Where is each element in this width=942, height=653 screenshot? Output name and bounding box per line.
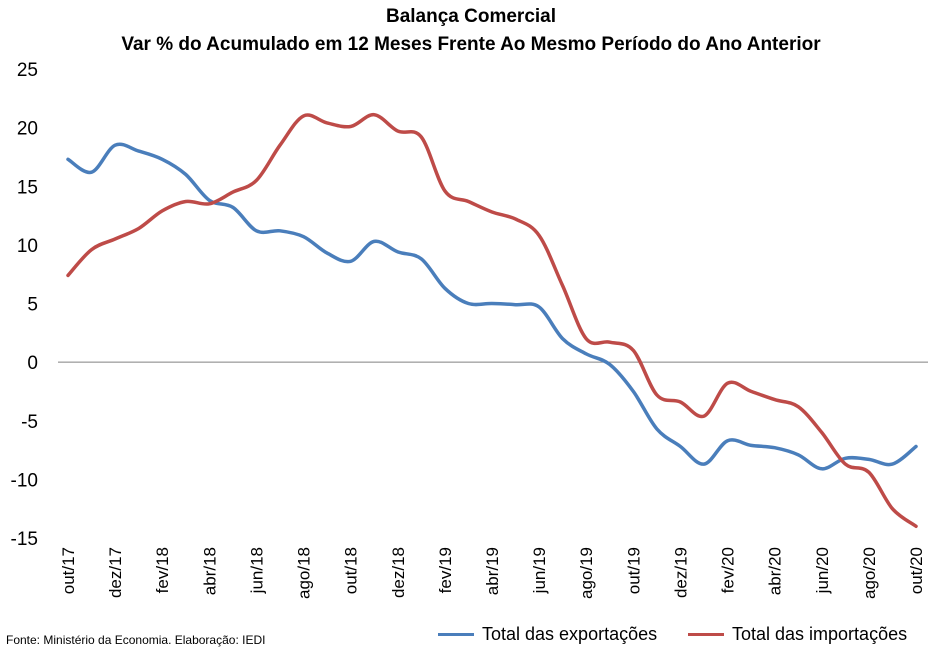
x-tick-label: ago/18: [295, 547, 314, 599]
legend-exports-swatch: [438, 633, 474, 636]
x-tick-label: jun/18: [247, 547, 266, 594]
y-tick-label: 0: [27, 353, 38, 374]
x-axis: out/17 dez/17 fev/18 abr/18 jun/18 ago/18 out/…: [59, 547, 926, 599]
x-tick-label: ago/19: [577, 547, 596, 599]
x-tick-label: fev/18: [153, 547, 172, 593]
x-tick-label: abr/20: [766, 547, 785, 595]
legend-exports-label: Total das exportações: [482, 624, 658, 644]
legend-imports-swatch: [688, 633, 724, 636]
series-line-imports: [66, 112, 918, 529]
x-tick-label: jun/20: [813, 547, 832, 594]
x-tick-label: out/18: [342, 547, 361, 594]
x-tick-label: dez/17: [106, 547, 125, 598]
y-tick-label: -15: [11, 529, 38, 550]
source-note: Fonte: Ministério da Economia. Elaboraçã…: [6, 633, 266, 647]
x-tick-label: jun/19: [530, 547, 549, 594]
x-tick-label: dez/18: [389, 547, 408, 598]
chart-subtitle: Var % do Acumulado em 12 Meses Frente Ao…: [121, 34, 821, 55]
legend-item-imports: Total das importações: [688, 624, 907, 645]
x-tick-label: out/17: [59, 547, 78, 594]
y-tick-label: -10: [11, 470, 38, 491]
x-tick-label: out/19: [624, 547, 643, 594]
y-tick-label: 10: [17, 236, 38, 257]
x-tick-label: dez/19: [671, 547, 690, 598]
x-tick-label: abr/19: [483, 547, 502, 595]
x-tick-label: abr/18: [200, 547, 219, 595]
y-tick-label: -5: [21, 412, 38, 433]
x-tick-label: out/20: [907, 547, 926, 594]
legend-imports-label: Total das importações: [732, 624, 908, 644]
x-tick-label: fev/19: [436, 547, 455, 593]
y-tick-label: 25: [17, 60, 38, 81]
chart-title: Balança Comercial: [385, 6, 557, 27]
series-line-exports: [66, 142, 918, 471]
x-tick-label: fev/20: [719, 547, 738, 593]
y-tick-label: 20: [17, 119, 38, 140]
y-axis: 25 20 15 10 5 0 -5 -10 -15: [11, 60, 38, 550]
legend-item-exports: Total das exportações: [438, 624, 657, 645]
x-tick-label: ago/20: [860, 547, 879, 599]
plot-area: [66, 112, 918, 529]
y-tick-label: 5: [27, 295, 38, 316]
y-tick-label: 15: [17, 177, 38, 198]
